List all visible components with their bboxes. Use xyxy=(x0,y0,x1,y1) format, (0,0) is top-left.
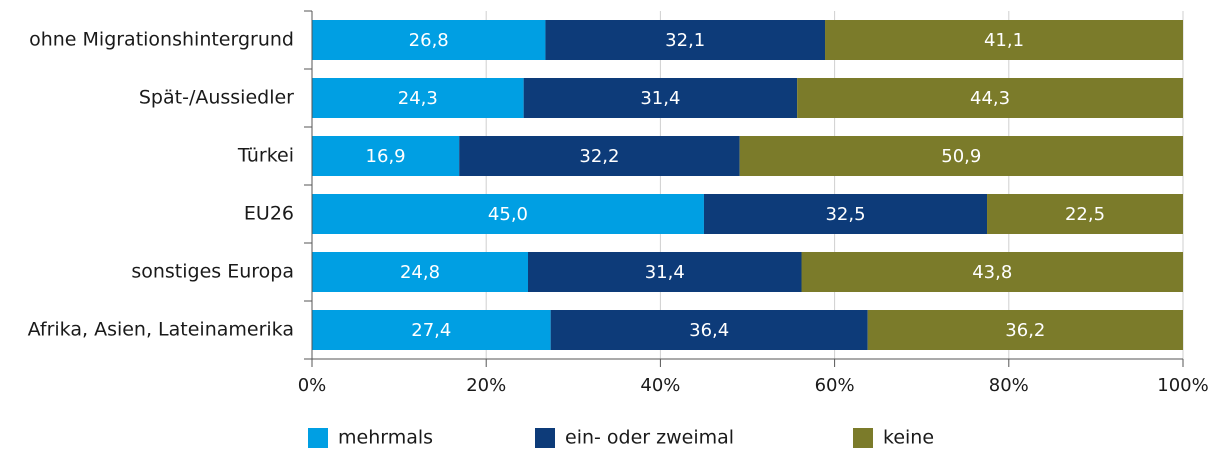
value-label: 27,4 xyxy=(411,320,451,341)
bar-segment xyxy=(797,78,1183,118)
legend-label: mehrmals xyxy=(338,427,433,449)
bar-segment xyxy=(523,78,798,118)
bar-segment xyxy=(312,194,704,234)
value-label: 41,1 xyxy=(984,30,1024,51)
value-label: 36,2 xyxy=(1005,320,1045,341)
legend-label: ein- oder zweimal xyxy=(565,427,734,449)
bar-segment xyxy=(312,136,460,176)
value-label: 16,9 xyxy=(366,146,406,167)
legend-swatch xyxy=(853,428,873,448)
y-tick-label: Spät-/Aussiedler xyxy=(139,87,294,109)
value-label: 31,4 xyxy=(640,88,680,109)
y-tick-label: ohne Migrationshintergrund xyxy=(29,29,294,51)
legend-label: keine xyxy=(883,427,934,449)
value-label: 32,5 xyxy=(825,204,865,225)
bar-segment xyxy=(459,136,740,176)
value-label: 26,8 xyxy=(409,30,449,51)
value-label: 32,2 xyxy=(579,146,619,167)
bar-segment xyxy=(867,310,1183,350)
value-label: 31,4 xyxy=(645,262,685,283)
bar-segment xyxy=(312,252,529,292)
value-label: 36,4 xyxy=(689,320,729,341)
y-tick-label: sonstiges Europa xyxy=(131,261,294,283)
bar-segment xyxy=(545,20,826,60)
bar-segment xyxy=(703,194,988,234)
bar-segment xyxy=(550,310,868,350)
value-label: 22,5 xyxy=(1065,204,1105,225)
x-tick-label: 20% xyxy=(466,375,506,396)
value-label: 45,0 xyxy=(488,204,528,225)
y-tick-label: Türkei xyxy=(237,145,294,167)
x-tick-label: 100% xyxy=(1157,375,1208,396)
value-label: 24,8 xyxy=(400,262,440,283)
bar-segment xyxy=(312,78,524,118)
x-tick-label: 60% xyxy=(815,375,855,396)
value-label: 32,1 xyxy=(665,30,705,51)
y-tick-label: Afrika, Asien, Lateinamerika xyxy=(28,319,294,341)
bar-segment xyxy=(312,20,546,60)
legend-swatch xyxy=(308,428,328,448)
x-tick-label: 0% xyxy=(298,375,327,396)
bar-segment xyxy=(312,310,551,350)
bar-segment xyxy=(801,252,1183,292)
y-tick-label: EU26 xyxy=(244,203,294,225)
value-label: 50,9 xyxy=(941,146,981,167)
value-label: 44,3 xyxy=(970,88,1010,109)
value-label: 24,3 xyxy=(398,88,438,109)
bar-segment xyxy=(528,252,802,292)
legend-swatch xyxy=(535,428,555,448)
x-tick-label: 40% xyxy=(640,375,680,396)
value-label: 43,8 xyxy=(972,262,1012,283)
x-tick-label: 80% xyxy=(989,375,1029,396)
bar-segment xyxy=(825,20,1183,60)
bar-segment xyxy=(987,194,1183,234)
bar-segment xyxy=(739,136,1183,176)
